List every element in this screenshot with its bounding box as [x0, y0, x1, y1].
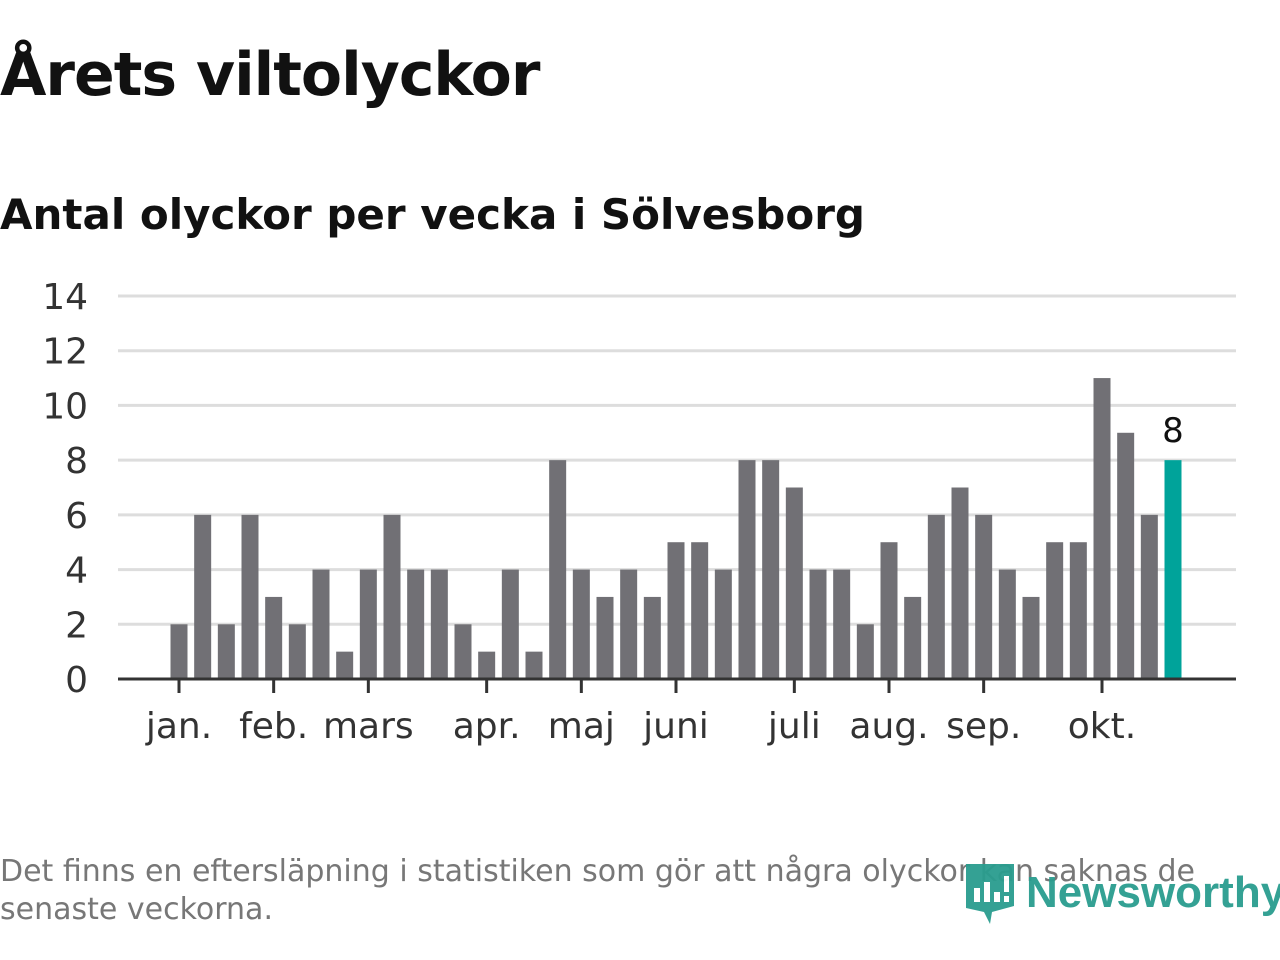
- bar: [383, 514, 401, 679]
- highlighted-bar: [1164, 460, 1182, 679]
- chart-subtitle: Antal olyckor per vecka i Sölvesborg: [0, 190, 865, 239]
- bar: [927, 514, 945, 679]
- logo-icon: [966, 864, 1014, 924]
- bar: [998, 569, 1016, 679]
- x-tick-label: okt.: [1068, 706, 1136, 747]
- bar: [170, 624, 188, 679]
- bar: [359, 569, 377, 679]
- x-tick-label: juni: [642, 706, 709, 747]
- y-tick-label: 12: [42, 332, 88, 373]
- bar: [833, 569, 851, 679]
- bar-chart: 0 2 4 6 8 10 12 14 8 jan. feb. mars apr. maj juni juli a…: [42, 277, 1236, 747]
- chart-title: Årets viltolyckor: [0, 40, 540, 110]
- y-tick-label: 6: [65, 496, 88, 537]
- bar: [194, 514, 212, 679]
- bar: [501, 569, 519, 679]
- bar: [288, 624, 306, 679]
- x-tick-label: aug.: [849, 706, 928, 747]
- bar: [1069, 542, 1087, 679]
- bar: [785, 487, 803, 679]
- x-tick-label: maj: [548, 706, 615, 747]
- y-tick-label: 14: [42, 277, 88, 318]
- x-tick-label: feb.: [239, 706, 308, 747]
- bar: [880, 542, 898, 679]
- y-tick-label: 0: [65, 660, 88, 701]
- bar: [1140, 514, 1158, 679]
- bar: [596, 596, 614, 679]
- bar: [549, 460, 567, 679]
- y-tick-label: 4: [65, 551, 88, 592]
- bar: [714, 569, 732, 679]
- bar: [430, 569, 448, 679]
- bar: [975, 514, 993, 679]
- y-tick-label: 10: [42, 386, 88, 427]
- bar: [620, 569, 638, 679]
- bar: [856, 624, 874, 679]
- bar: [572, 569, 590, 679]
- logo-text: Newsworthy: [1026, 868, 1280, 917]
- bar: [738, 460, 756, 679]
- x-tick-label: jan.: [145, 706, 212, 747]
- bar: [407, 569, 425, 679]
- bar: [1022, 596, 1040, 679]
- bar: [643, 596, 661, 679]
- bar: [951, 487, 969, 679]
- bar: [762, 460, 780, 679]
- bar: [1117, 432, 1135, 679]
- newsworthy-logo: Newsworthy: [964, 862, 1280, 924]
- bar: [691, 542, 709, 679]
- x-tick-label: juli: [767, 706, 821, 747]
- x-tick-label: apr.: [453, 706, 521, 747]
- bar: [525, 651, 543, 679]
- bar: [336, 651, 354, 679]
- x-tick-label: sep.: [946, 706, 1021, 747]
- bar: [904, 596, 922, 679]
- bar: [217, 624, 235, 679]
- bar: [1046, 542, 1064, 679]
- bar: [454, 624, 472, 679]
- bar: [667, 542, 685, 679]
- bar: [1093, 378, 1111, 679]
- y-tick-label: 2: [65, 605, 88, 646]
- bar: [478, 651, 496, 679]
- data-label: 8: [1162, 411, 1184, 451]
- bar: [312, 569, 330, 679]
- bar: [809, 569, 827, 679]
- bar: [265, 596, 283, 679]
- x-tick-label: mars: [323, 706, 414, 747]
- y-tick-label: 8: [65, 441, 88, 482]
- bar: [241, 514, 259, 679]
